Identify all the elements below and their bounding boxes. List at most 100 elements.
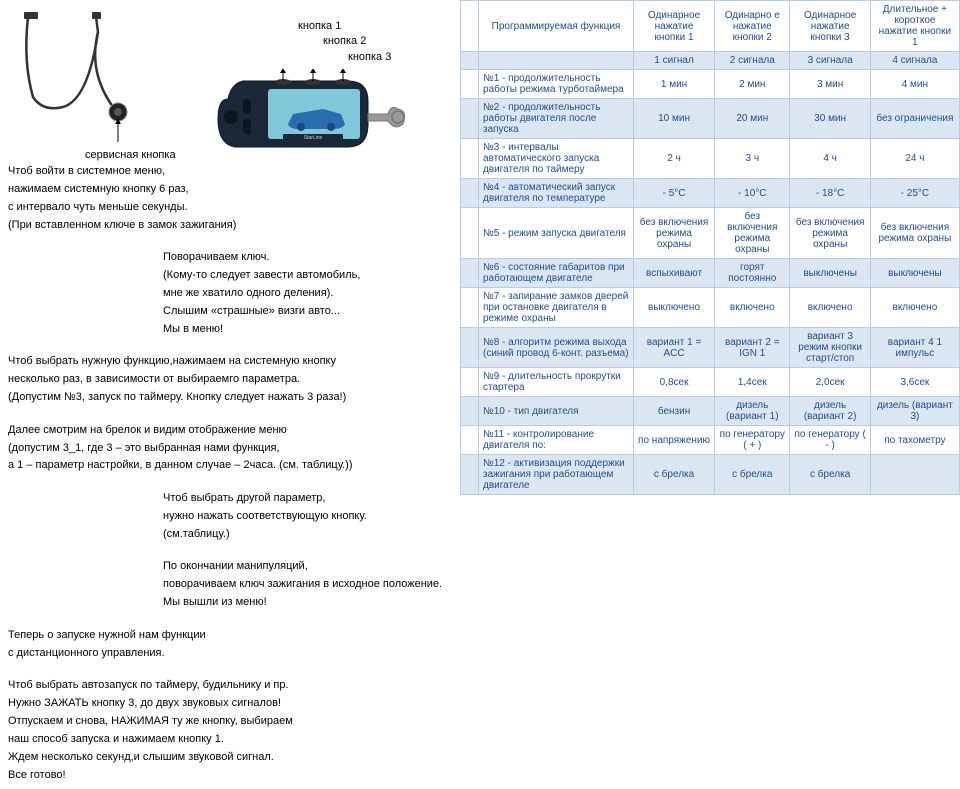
service-label: сервисная кнопка: [85, 149, 176, 161]
td: 2,0сек: [790, 368, 870, 397]
instr-line: Слышим «страшные» визги авто...: [163, 304, 452, 319]
td-func: №12 - активизация поддержки зажигания пр…: [479, 455, 634, 495]
td-func: №8 - алгоритм режима выхода (синий прово…: [479, 328, 634, 368]
instr-line: Чтоб войти в системное меню,: [8, 164, 452, 179]
instr-line: Чтоб выбрать нужную функцию,нажимаем на …: [8, 354, 452, 369]
instr-line: а 1 – параметр настройки, в данном случа…: [8, 458, 452, 473]
th: Одинарное нажатие кнопки 3: [790, 1, 870, 52]
remote-svg: StarLine: [213, 69, 423, 164]
td-func: №2 - продолжительность работы двигателя …: [479, 99, 634, 139]
instr-line: Поворачиваем ключ.: [163, 250, 452, 265]
td: включено: [870, 288, 959, 328]
instr-line: Отпускаем и снова, НАЖИМАЯ ту же кнопку,…: [8, 714, 452, 729]
table-signal-row: 1 сигнал 2 сигнала 3 сигнала 4 сигнала: [461, 52, 960, 70]
td: включено: [715, 288, 790, 328]
instr-line: (см.таблицу.): [163, 527, 452, 542]
diagram: StarLine кнопка 1 кнопка 2 кнопка 3: [8, 4, 452, 164]
td: выключены: [870, 259, 959, 288]
td-func: №9 - длительность прокрутки стартера: [479, 368, 634, 397]
table-row: №4 - автоматический запуск двигателя по …: [461, 179, 960, 208]
table-row: №2 - продолжительность работы двигателя …: [461, 99, 960, 139]
instr-line: Нужно ЗАЖАТЬ кнопку 3, до двух звуковых …: [8, 696, 452, 711]
td-func: №3 - интервалы автоматического запуска д…: [479, 139, 634, 179]
instr-line: с дистанционного управления.: [8, 646, 452, 661]
table-row: №3 - интервалы автоматического запуска д…: [461, 139, 960, 179]
instr-line: Все готово!: [8, 768, 452, 783]
instr-line: (При вставленном ключе в замок зажигания…: [8, 218, 452, 233]
th: 2 сигнала: [715, 52, 790, 70]
instr-line: Теперь о запуске нужной нам функции: [8, 628, 452, 643]
instr-line: мне же хватило одного деления).: [163, 286, 452, 301]
td: [461, 426, 479, 455]
td: вариант 1 = ACC: [634, 328, 715, 368]
td-func: №6 - состояние габаритов при работающем …: [479, 259, 634, 288]
td: [461, 259, 479, 288]
td: вспыхивают: [634, 259, 715, 288]
td: - 10°C: [715, 179, 790, 208]
table-row: №10 - тип двигателябензиндизель (вариант…: [461, 397, 960, 426]
td: без включения режима охраны: [634, 208, 715, 259]
table-header-row: Программируемая функция Одинарное нажати…: [461, 1, 960, 52]
instr-line: Далее смотрим на брелок и видим отображе…: [8, 423, 452, 438]
th: Программируемая функция: [479, 1, 634, 52]
td: 3 мин: [790, 70, 870, 99]
svg-text:StarLine: StarLine: [304, 135, 323, 141]
table-row: №8 - алгоритм режима выхода (синий прово…: [461, 328, 960, 368]
instr-line: Чтоб выбрать автозапуск по таймеру, буди…: [8, 678, 452, 693]
instr-line: Мы в меню!: [163, 322, 452, 337]
td: 3 ч: [715, 139, 790, 179]
td: дизель (вариант 1): [715, 397, 790, 426]
td-func: №4 - автоматический запуск двигателя по …: [479, 179, 634, 208]
td: горят постоянно: [715, 259, 790, 288]
td: вариант 4 1 импульс: [870, 328, 959, 368]
instr-line: Мы вышли из меню!: [163, 595, 452, 610]
td: 3,6сек: [870, 368, 959, 397]
td: [461, 368, 479, 397]
btn3-label: кнопка 3: [348, 50, 391, 65]
td-func: №7 - запирание замков дверей при останов…: [479, 288, 634, 328]
table-row: №6 - состояние габаритов при работающем …: [461, 259, 960, 288]
td: с брелка: [790, 455, 870, 495]
th: 4 сигнала: [870, 52, 959, 70]
table-row: №9 - длительность прокрутки стартера0,8с…: [461, 368, 960, 397]
td: без включения режима охраны: [870, 208, 959, 259]
td: [870, 455, 959, 495]
td: без включения режима охраны: [715, 208, 790, 259]
td: вариант 2 = IGN 1: [715, 328, 790, 368]
td: бензин: [634, 397, 715, 426]
instr-line: (Кому-то следует завести автомобиль,: [163, 268, 452, 283]
td: 4 ч: [790, 139, 870, 179]
instructions: Чтоб войти в системное меню, нажимаем си…: [8, 164, 452, 782]
table-row: №5 - режим запуска двигателябез включени…: [461, 208, 960, 259]
th: Длительное + короткое нажатие кнопки 1: [870, 1, 959, 52]
instr-line: нажимаем системную кнопку 6 раз,: [8, 182, 452, 197]
td: 1 мин: [634, 70, 715, 99]
button-labels: кнопка 1 кнопка 2 кнопка 3: [298, 19, 391, 65]
td: с брелка: [715, 455, 790, 495]
th: [461, 52, 479, 70]
instr-line: (Допустим №3, запуск по таймеру. Кнопку …: [8, 390, 452, 405]
td: выключено: [634, 288, 715, 328]
td: по генератору ( - ): [790, 426, 870, 455]
table-row: №1 - продолжительность работы режима тур…: [461, 70, 960, 99]
th: 3 сигнала: [790, 52, 870, 70]
td: 1,4сек: [715, 368, 790, 397]
td: [461, 288, 479, 328]
td: без включения режима охраны: [790, 208, 870, 259]
td: включено: [790, 288, 870, 328]
td: 20 мин: [715, 99, 790, 139]
td: по тахометру: [870, 426, 959, 455]
td: [461, 139, 479, 179]
td: с брелка: [634, 455, 715, 495]
td: - 25°C: [870, 179, 959, 208]
td: дизель (вариант 2): [790, 397, 870, 426]
table-row: №7 - запирание замков дверей при останов…: [461, 288, 960, 328]
th: Одинарное нажатие кнопки 1: [634, 1, 715, 52]
instr-line: наш способ запуска и нажимаем кнопку 1.: [8, 732, 452, 747]
td: без ограничения: [870, 99, 959, 139]
table-row: №11 - контролирование двигателя по:по на…: [461, 426, 960, 455]
td: [461, 99, 479, 139]
td-func: №11 - контролирование двигателя по:: [479, 426, 634, 455]
th: Одинарно е нажатие кнопки 2: [715, 1, 790, 52]
td: 0,8сек: [634, 368, 715, 397]
